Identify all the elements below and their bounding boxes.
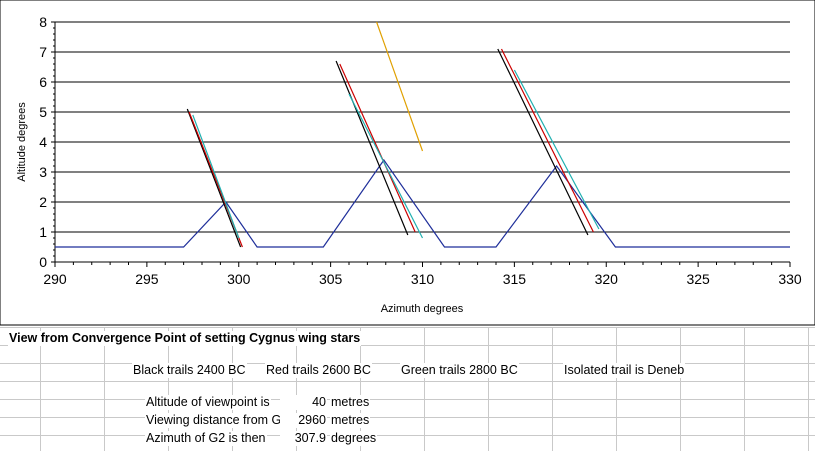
y-axis-label: Altitude degrees [16, 102, 28, 182]
series-line-4 [335, 60, 409, 236]
legend-isolated-trail: Isolated trail is Deneb [563, 363, 686, 378]
row-unit: metres [330, 395, 371, 410]
series-line-5 [339, 63, 416, 233]
series-line-0 [55, 158, 790, 248]
series [55, 21, 790, 248]
y-tick-label: 3 [39, 164, 47, 180]
x-tick-label: 295 [135, 271, 159, 287]
x-tick-label: 290 [43, 271, 67, 287]
row-value: 40 [280, 395, 327, 410]
series-line-9 [500, 48, 594, 233]
x-tick-label: 325 [686, 271, 710, 287]
row-value: 2960 [280, 413, 327, 428]
series-line-1 [186, 108, 242, 248]
series-line-3 [192, 114, 240, 239]
series-line-6 [348, 93, 424, 239]
y-tick-label: 6 [39, 74, 47, 90]
y-tick-label: 7 [39, 44, 47, 60]
row-value: 307.9 [280, 431, 327, 446]
series-line-8 [497, 48, 589, 236]
x-tick-label: 330 [778, 271, 802, 287]
gridlines [55, 21, 790, 233]
y-tick-label: 5 [39, 104, 47, 120]
x-tick-label: 320 [595, 271, 619, 287]
x-tick-label: 310 [411, 271, 435, 287]
row-unit: degrees [330, 431, 378, 446]
legend-green-trails: Green trails 2800 BC [400, 363, 519, 378]
series-line-7 [376, 21, 424, 152]
x-tick-label: 300 [227, 271, 251, 287]
axes: 0 1 2 3 4 5 6 7 8 290 295 300 305 310 315 320 325 330 [39, 14, 802, 287]
chart-area [0, 0, 815, 326]
y-tick-label: 2 [39, 194, 47, 210]
row-label: Azimuth of G2 is then [145, 431, 267, 446]
row-label: Altitude of viewpoint is [145, 395, 271, 410]
x-tick-label: 315 [503, 271, 527, 287]
legend-red-trails: Red trails 2600 BC [265, 363, 372, 378]
sheet-title: View from Convergence Point of setting C… [8, 331, 362, 346]
spreadsheet-grid: View from Convergence Point of setting C… [0, 327, 815, 451]
y-tick-label: 4 [39, 134, 47, 150]
x-axis-label: Azimuth degrees [381, 303, 464, 315]
y-tick-label: 8 [39, 14, 47, 30]
x-tick-label: 305 [319, 271, 343, 287]
row-label: Viewing distance from G2 [145, 413, 290, 428]
series-line-10 [513, 69, 600, 230]
y-tick-label: 1 [39, 224, 47, 240]
y-tick-label: 0 [39, 254, 47, 270]
chart: 0 1 2 3 4 5 6 7 8 290 295 300 305 310 315 320 325 330 Azi… [0, 0, 815, 326]
row-unit: metres [330, 413, 371, 428]
legend-black-trails: Black trails 2400 BC [132, 363, 247, 378]
